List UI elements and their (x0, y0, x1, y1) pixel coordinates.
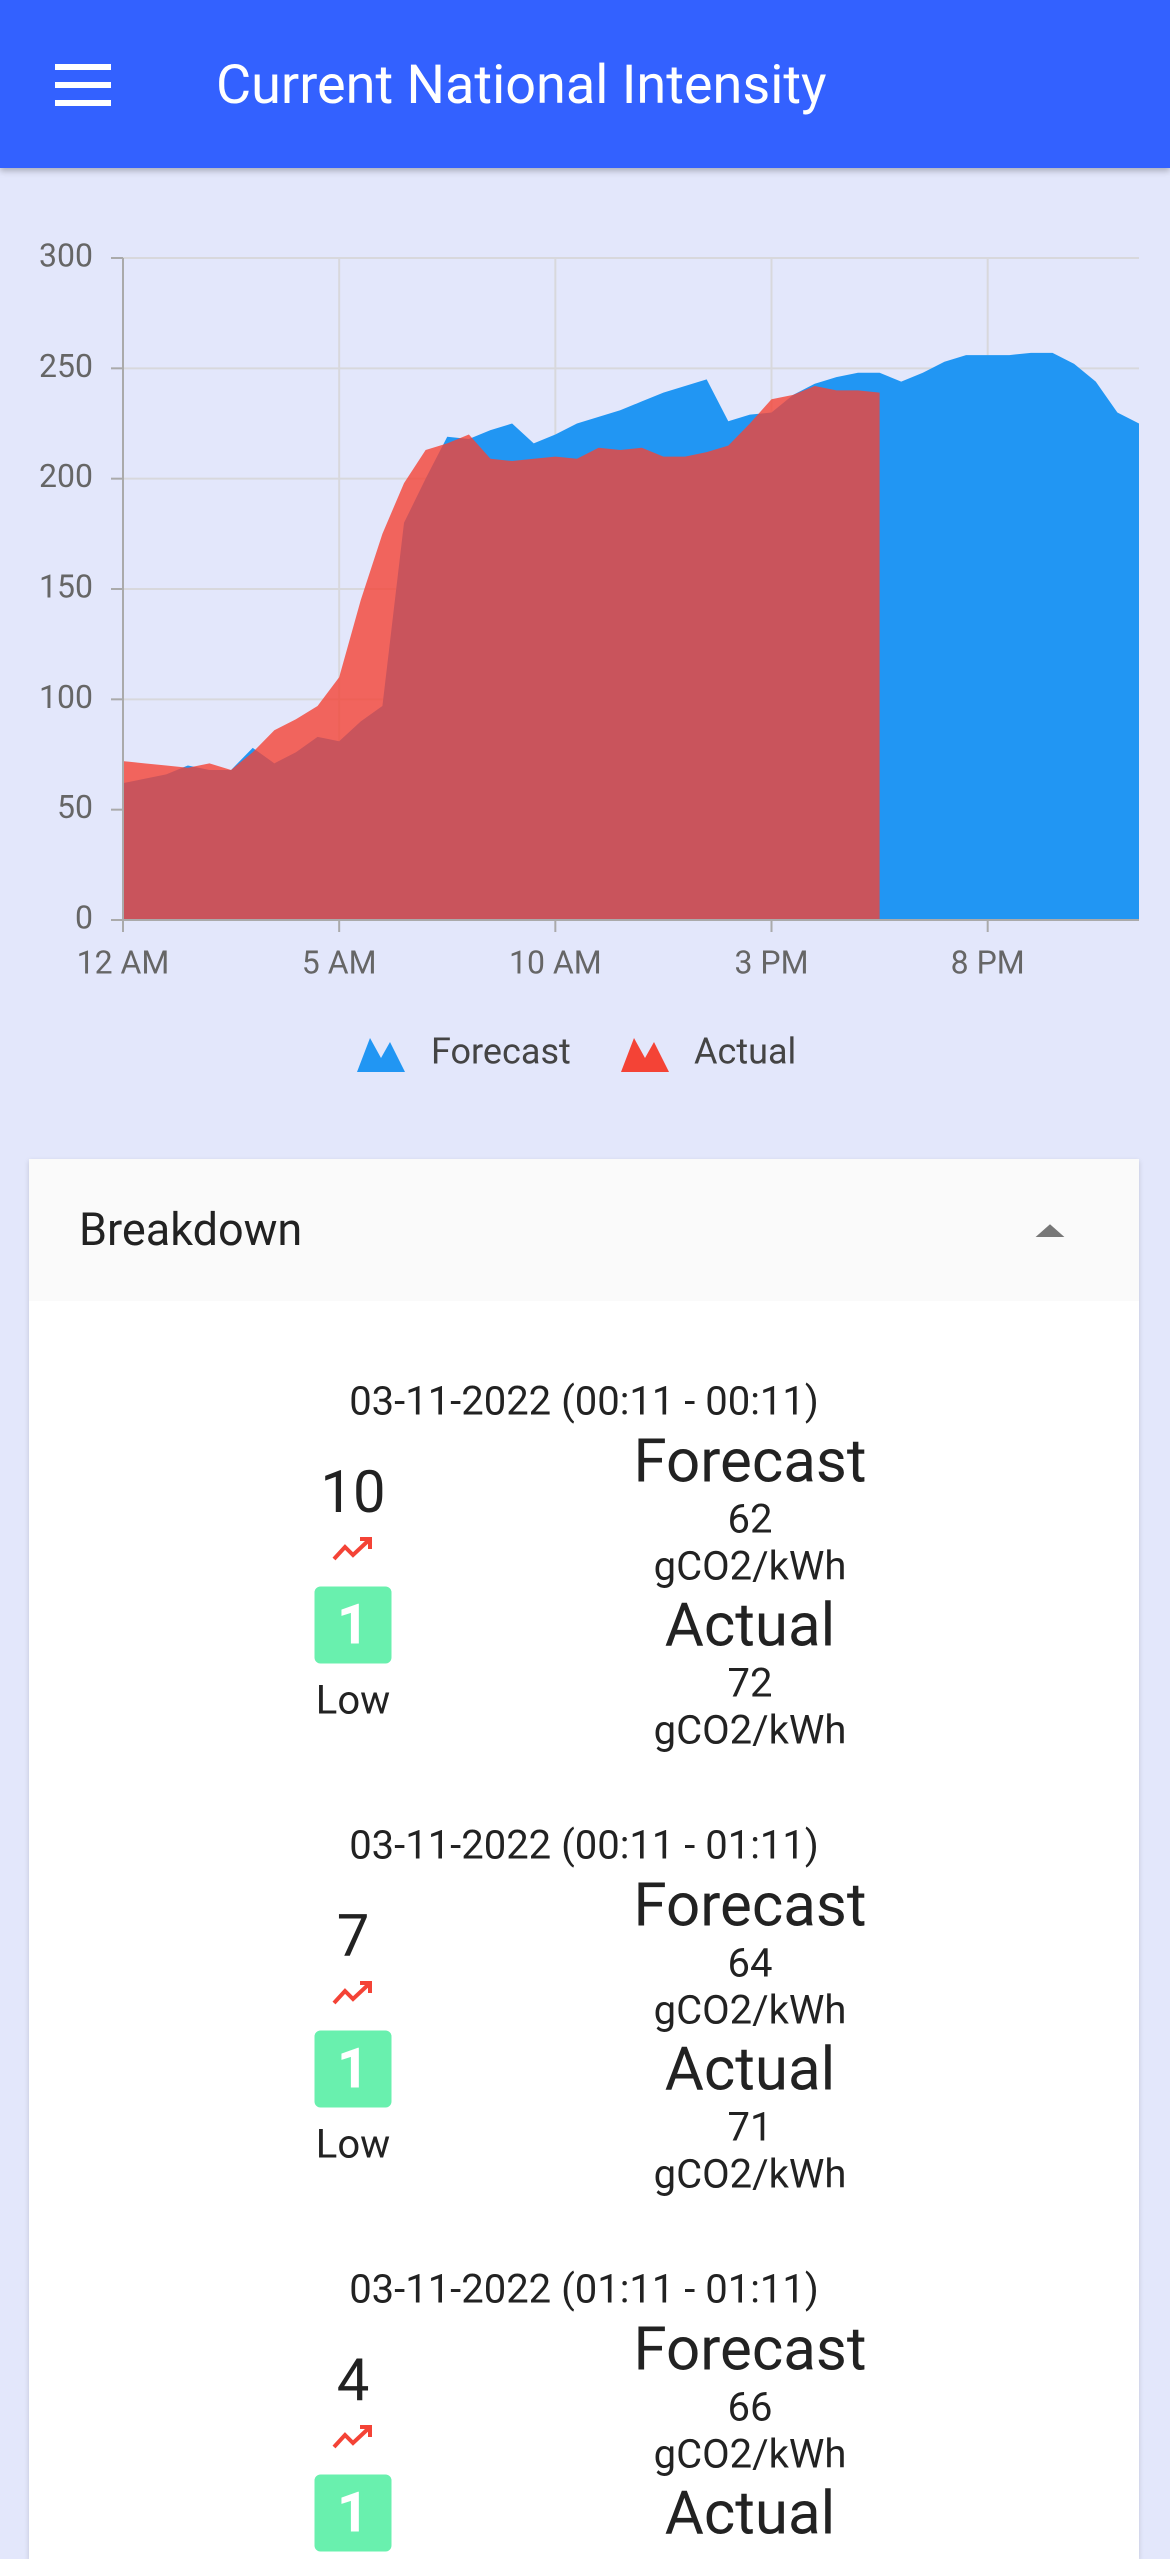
trend-icon (332, 1537, 372, 1561)
y-tick-label: 200 (39, 457, 93, 495)
trend-icon (332, 1981, 372, 2005)
intensity-index: 10 (320, 1459, 386, 1527)
intensity-level: Low (315, 2120, 391, 2168)
y-tick-label: 100 (39, 678, 93, 716)
menu-button[interactable] (55, 64, 115, 108)
y-tick-label: 0 (75, 898, 93, 936)
index-badge: 1 (314, 1586, 392, 1664)
legend-label: Forecast (431, 1031, 571, 1073)
x-tick-label: 8 PM (951, 943, 1025, 981)
y-tick-label: 250 (39, 347, 93, 385)
y-tick-label: 150 (39, 567, 93, 605)
actual-label: Actual (664, 2033, 836, 2105)
forecast-label: Forecast (633, 2313, 867, 2385)
intensity-level: Low (315, 1676, 391, 1724)
forecast-value: 62 (727, 1495, 773, 1543)
x-tick-label: 5 AM (302, 943, 377, 981)
legend-item[interactable]: Forecast (357, 1031, 571, 1073)
chart: 0 50 100 150 200 250 300 12 AM 5 AM 10 AM 3 PM 8 PM… (39, 236, 1139, 1073)
forecast-unit: gCO2/kWh (653, 1986, 847, 2034)
index-badge: 1 (314, 2030, 392, 2108)
area (123, 385, 880, 920)
breakdown-title: Breakdown (79, 1203, 303, 1256)
actual-label: Actual (664, 1589, 836, 1661)
intensity-index: 7 (336, 1903, 370, 1971)
period: 03-11-2022 (01:11 - 01:11) (349, 2265, 819, 2313)
app-title: Current National Intensity (216, 54, 827, 117)
period: 03-11-2022 (00:11 - 01:11) (349, 1821, 819, 1869)
actual-value: 71 (727, 2103, 773, 2151)
actual-unit: gCO2/kWh (653, 1706, 847, 1754)
x-tick-label: 3 PM (734, 943, 808, 981)
x-tick-label: 12 AM (77, 943, 170, 981)
intensity-index: 4 (336, 2347, 370, 2415)
trend-icon (332, 2425, 372, 2449)
forecast-label: Forecast (633, 1425, 867, 1497)
breakdown-panel: Breakdown 03-11-2022 (00:11 - 00:11) 10 1 L… (29, 1159, 1139, 2559)
legend-icon (357, 1038, 405, 1072)
legend-icon (621, 1038, 669, 1072)
forecast-unit: gCO2/kWh (653, 2430, 847, 2478)
actual-value: 72 (727, 1659, 773, 1707)
app-bar: Current National Intensity (0, 0, 1170, 168)
actual-unit: gCO2/kWh (653, 2150, 847, 2198)
legend-label: Actual (694, 1031, 796, 1073)
actual-label: Actual (664, 2477, 836, 2549)
x-tick-label: 10 AM (509, 943, 602, 981)
forecast-unit: gCO2/kWh (653, 1542, 847, 1590)
y-tick-label: 300 (39, 236, 93, 274)
forecast-value: 66 (727, 2383, 773, 2431)
forecast-value: 64 (727, 1939, 773, 1987)
breakdown-header[interactable]: Breakdown (29, 1159, 1139, 1301)
forecast-label: Forecast (633, 1869, 867, 1941)
y-tick-label: 50 (57, 788, 93, 826)
legend-item[interactable]: Actual (621, 1031, 796, 1073)
period: 03-11-2022 (00:11 - 00:11) (349, 1377, 819, 1425)
index-badge: 1 (314, 2474, 392, 2552)
collapse-arrow[interactable] (1030, 1221, 1070, 1241)
